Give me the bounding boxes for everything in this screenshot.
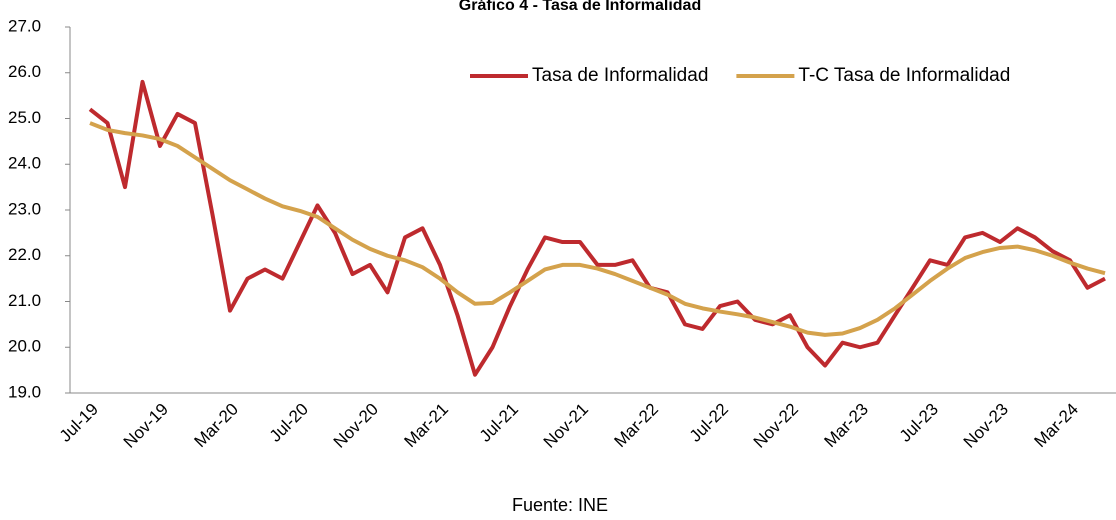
x-tick-label: Jul-20 (266, 400, 312, 446)
legend-label: T-C Tasa de Informalidad (798, 65, 1010, 86)
x-tick-label: Mar-22 (610, 400, 662, 452)
legend-label: Tasa de Informalidad (532, 65, 708, 86)
y-tick-label: 22.0 (8, 245, 41, 264)
y-tick-label: 20.0 (8, 337, 41, 356)
x-tick-label: Nov-22 (750, 400, 802, 452)
series-line (88, 79, 1106, 377)
y-tick-label: 21.0 (8, 291, 41, 310)
x-tick-label: Jul-21 (476, 400, 522, 446)
y-tick-label: 24.0 (8, 154, 41, 173)
x-tick-label: Jul-23 (896, 400, 942, 446)
x-tick-label: Nov-23 (960, 400, 1012, 452)
x-tick-label: Nov-20 (330, 400, 382, 452)
x-tick-label: Nov-19 (120, 400, 172, 452)
y-tick-label: 26.0 (8, 62, 41, 81)
x-tick-label: Mar-21 (400, 400, 452, 452)
y-tick-label: 19.0 (8, 382, 41, 401)
x-tick-label: Mar-24 (1030, 400, 1082, 452)
x-tick-label: Jul-22 (686, 400, 732, 446)
x-tick-label: Nov-21 (540, 400, 592, 452)
x-tick-label: Mar-23 (820, 400, 872, 452)
chart-title: Gráfico 4 - Tasa de Informalidad (459, 0, 701, 14)
series-line (89, 121, 1106, 337)
x-tick-label: Mar-20 (190, 400, 242, 452)
y-tick-label: 25.0 (8, 108, 41, 127)
source: Fuente: INE (512, 495, 608, 515)
y-tick-label: 23.0 (8, 199, 41, 218)
x-tick-label: Jul-19 (56, 400, 102, 446)
y-tick-label: 27.0 (8, 16, 41, 35)
